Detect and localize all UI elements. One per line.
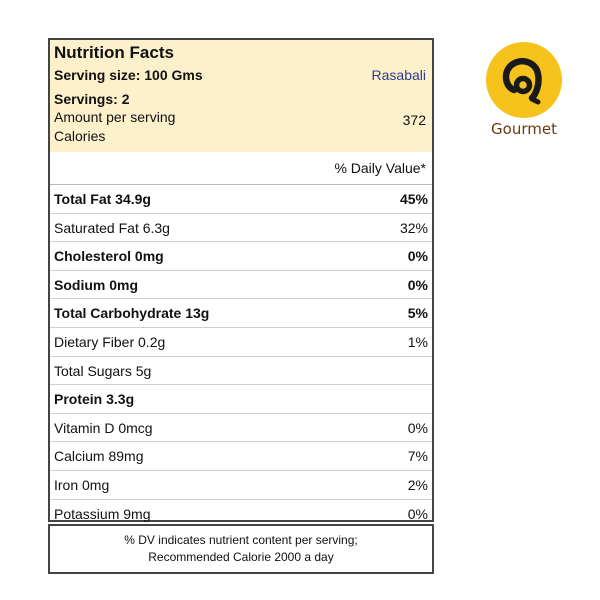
- nutrient-name: Saturated Fat 6.3g: [54, 219, 170, 236]
- nutrient-row: Total Carbohydrate 13g 5%: [50, 298, 432, 327]
- calories-row: Calories 372: [54, 112, 428, 148]
- daily-value-label: % Daily Value*: [334, 160, 426, 176]
- nutrient-daily-value: 0%: [407, 419, 428, 436]
- daily-value-header: % Daily Value*: [50, 152, 432, 184]
- nutrient-daily-value: 2%: [407, 476, 428, 493]
- label-footer: % DV indicates nutrient content per serv…: [48, 524, 434, 574]
- label-title: Nutrition Facts: [54, 43, 174, 62]
- nutrient-name: Potassium 9mg: [54, 505, 151, 522]
- serving-size: Serving size: 100 Gms: [54, 67, 203, 83]
- gourmet-logo-icon: [486, 42, 562, 118]
- nutrient-daily-value: 7%: [407, 448, 428, 465]
- nutrient-name: Dietary Fiber 0.2g: [54, 333, 166, 350]
- footer-note-line2: Recommended Calorie 2000 a day: [148, 550, 334, 564]
- nutrient-name: Vitamin D 0mcg: [54, 419, 153, 436]
- amount-per-serving: Amount per serving: [54, 109, 176, 125]
- nutrient-name: Total Fat 34.9g: [54, 191, 151, 207]
- serving-row: Serving size: 100 Gms Rasabali: [54, 64, 428, 88]
- nutrition-facts-label: Nutrition Facts Serving size: 100 Gms Ra…: [48, 38, 434, 522]
- nutrient-name: Cholesterol 0mg: [54, 248, 164, 265]
- nutrient-row: Dietary Fiber 0.2g 1%: [50, 326, 432, 356]
- label-header: Nutrition Facts Serving size: 100 Gms Ra…: [50, 40, 432, 152]
- nutrient-row: Cholesterol 0mg 0%: [50, 241, 432, 270]
- nutrient-name: Iron 0mg: [54, 476, 110, 493]
- nutrient-daily-value: 0%: [407, 505, 428, 522]
- nutrient-row: Total Fat 34.9g 45%: [50, 184, 432, 213]
- calories-value: 372: [402, 112, 426, 128]
- product-name: Rasabali: [371, 67, 426, 83]
- nutrient-row: Potassium 9mg 0%: [50, 498, 432, 528]
- nutrient-row: Total Sugars 5g: [50, 355, 432, 385]
- nutrient-row: Sodium 0mg 0%: [50, 269, 432, 299]
- nutrient-daily-value: 0%: [407, 276, 428, 293]
- nutrient-row: Protein 3.3g: [50, 384, 432, 413]
- nutrient-daily-value: 5%: [407, 305, 428, 322]
- nutrient-daily-value: 45%: [399, 191, 428, 207]
- nutrient-row: Vitamin D 0mcg 0%: [50, 412, 432, 442]
- nutrient-row: Iron 0mg 2%: [50, 469, 432, 499]
- nutrient-daily-value: 32%: [399, 219, 428, 236]
- calories-label: Calories: [54, 128, 106, 144]
- nutrient-name: Protein 3.3g: [54, 391, 135, 408]
- logo-text: Gourmet: [491, 120, 557, 138]
- nutrient-row: Calcium 89mg 7%: [50, 441, 432, 470]
- nutrient-name: Sodium 0mg: [54, 276, 139, 293]
- nutrient-name: Total Sugars 5g: [54, 362, 152, 379]
- nutrient-name: Calcium 89mg: [54, 448, 144, 465]
- logo-mark-icon: [502, 58, 542, 105]
- nutrient-daily-value: 1%: [407, 333, 428, 350]
- nutrient-daily-value: 0%: [407, 248, 428, 265]
- nutrient-name: Total Carbohydrate 13g: [54, 305, 210, 322]
- servings-count: Servings: 2: [54, 91, 130, 107]
- nutrient-row: Saturated Fat 6.3g 32%: [50, 212, 432, 242]
- footer-note-line1: % DV indicates nutrient content per serv…: [124, 533, 358, 547]
- nutrient-list: Total Fat 34.9g 45% Saturated Fat 6.3g 32% C…: [50, 184, 432, 527]
